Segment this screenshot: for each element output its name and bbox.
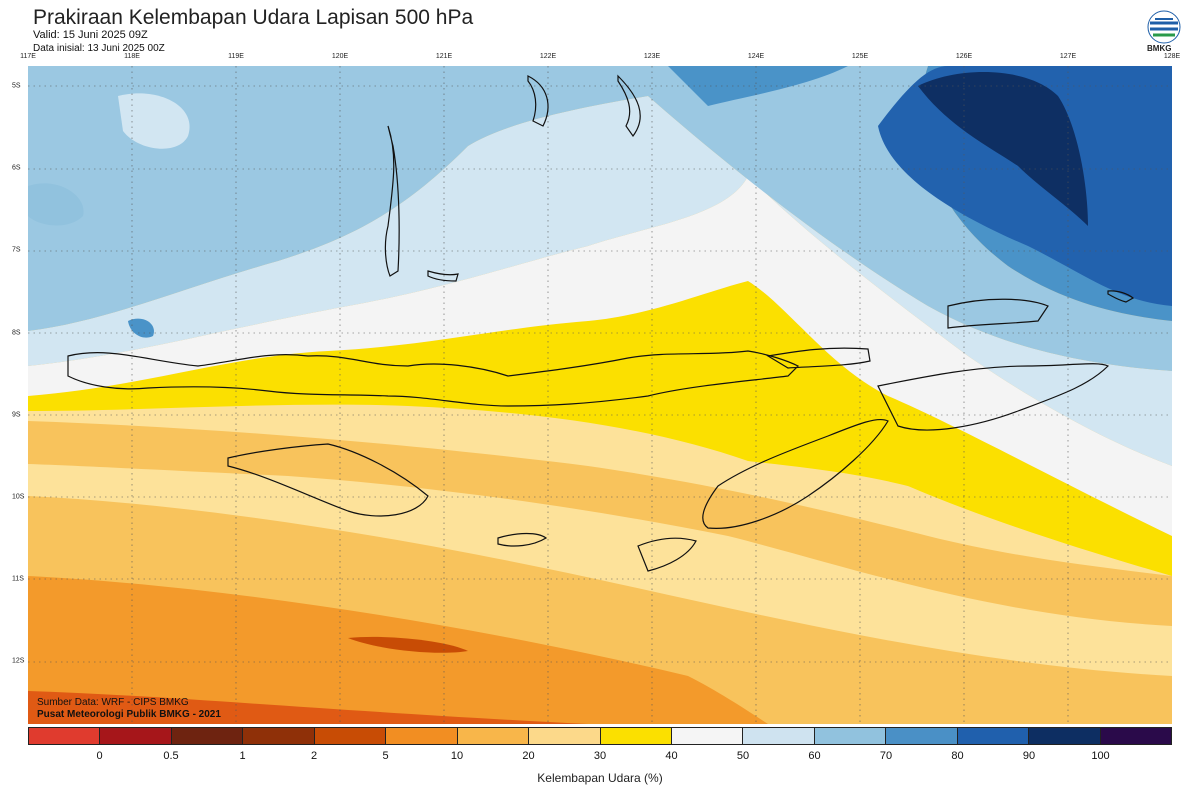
humidity-patch-blue xyxy=(128,318,154,338)
colorbar-label: 0.5 xyxy=(163,750,179,762)
colorbar-label: 20 xyxy=(522,750,535,762)
lat-label: 9S xyxy=(12,411,21,419)
humidity-band-pale-1 xyxy=(28,464,1172,676)
lon-label: 120E xyxy=(331,53,349,60)
humidity-patch-pale xyxy=(118,93,190,149)
colorbar-segment xyxy=(886,728,958,744)
colorbar-label: 10 xyxy=(450,750,464,762)
colorbar-label: 90 xyxy=(1022,750,1036,762)
humidity-band-blue-2 xyxy=(668,66,848,106)
lon-label: 127E xyxy=(1059,53,1077,60)
colorbar-segment xyxy=(29,728,101,744)
lon-label: 126E xyxy=(955,53,973,60)
island-kabaena xyxy=(527,75,549,127)
logo-text: BMKG xyxy=(1147,44,1172,53)
colorbar-label: 60 xyxy=(808,750,821,762)
humidity-band-white xyxy=(28,176,1172,536)
island-small-1 xyxy=(427,270,459,282)
map-title: Prakiraan Kelembapan Udara Lapisan 500 h… xyxy=(33,6,474,29)
lon-label: 121E xyxy=(435,53,453,60)
colorbar-segment xyxy=(386,728,458,744)
init-time: Data inisial: 13 Juni 2025 00Z xyxy=(33,43,165,54)
humidity-band-yellow xyxy=(28,281,1172,576)
lat-label: 5S xyxy=(12,82,21,90)
colorbar-label: 50 xyxy=(736,750,750,762)
island-tanimbar xyxy=(947,298,1049,329)
humidity-band-pale-blue xyxy=(28,96,1172,466)
colorbar-label: 5 xyxy=(382,750,389,762)
colorbar-segment xyxy=(171,728,244,744)
humidity-band-dark-blue xyxy=(878,66,1172,306)
colorbar-title: Kelembapan Udara (%) xyxy=(537,771,663,785)
colorbar-segment xyxy=(1029,728,1101,744)
lon-label: 124E xyxy=(747,53,765,60)
lat-label: 10S xyxy=(12,493,25,501)
colorbar-label: 0 xyxy=(96,750,103,762)
lon-label: 122E xyxy=(539,53,557,60)
lon-label: 119E xyxy=(228,53,244,60)
valid-time: Valid: 15 Juni 2025 09Z xyxy=(33,29,148,41)
lat-label: 6S xyxy=(12,164,21,172)
colorbar-segment xyxy=(600,728,672,744)
colorbar-label: 40 xyxy=(665,750,678,762)
island-sumbawa-lombok xyxy=(67,350,800,407)
lon-label: 117E xyxy=(20,53,36,60)
source-line-1: Sumber Data: WRF - CIPS BMKG xyxy=(37,697,189,708)
island-sumba xyxy=(227,443,429,517)
colorbar-segment xyxy=(100,728,172,744)
island-flores xyxy=(766,347,871,369)
lon-label: 128E xyxy=(1163,53,1181,60)
island-sulawesi-south xyxy=(384,125,400,277)
island-rote xyxy=(637,537,697,572)
humidity-patch-mid xyxy=(28,183,84,226)
humidity-streak xyxy=(348,636,468,653)
colorbar-segment xyxy=(1100,728,1171,744)
source-line-2: Pusat Meteorologi Publik BMKG - 2021 xyxy=(37,709,221,720)
humidity-map xyxy=(28,66,1172,724)
humidity-band-navy xyxy=(918,72,1088,226)
colorbar-segment xyxy=(957,728,1030,744)
humidity-band-pale-2 xyxy=(28,395,1172,576)
bmkg-logo-icon xyxy=(1147,10,1181,44)
colorbar-label: 2 xyxy=(310,750,318,762)
colorbar-label: 80 xyxy=(951,750,964,762)
lat-label: 7S xyxy=(12,246,21,254)
island-sawu xyxy=(497,532,548,547)
coastlines xyxy=(67,74,1135,572)
island-small-2 xyxy=(1107,290,1135,303)
data-source: Sumber Data: WRF - CIPS BMKG Pusat Meteo… xyxy=(37,697,221,721)
colorbar-label: 70 xyxy=(879,750,893,762)
humidity-band-darkest xyxy=(28,691,588,724)
colorbar-label: 30 xyxy=(593,750,607,762)
colorbar xyxy=(28,727,1172,745)
humidity-band-light-blue-east xyxy=(648,66,1172,371)
colorbar-segment xyxy=(743,728,815,744)
lon-label: 118E xyxy=(124,53,140,60)
colorbar-segment xyxy=(814,728,887,744)
colorbar-segment xyxy=(671,728,744,744)
island-selayar xyxy=(617,74,641,138)
lat-label: 8S xyxy=(12,329,21,337)
colorbar-label: 100 xyxy=(1091,750,1110,762)
map-grid xyxy=(28,66,1172,724)
colorbar-label: 1 xyxy=(239,750,246,762)
humidity-band-deep-orange xyxy=(28,576,768,724)
island-timor xyxy=(702,418,889,529)
lat-label: 11S xyxy=(12,575,24,583)
colorbar-segment xyxy=(457,728,530,744)
lon-label: 123E xyxy=(643,53,661,60)
island-alor-wetar xyxy=(877,363,1110,431)
lat-label: 12S xyxy=(12,657,25,665)
colorbar-segment xyxy=(529,728,601,744)
lon-label: 125E xyxy=(851,53,869,60)
colorbar-segment xyxy=(243,728,315,744)
colorbar-segment xyxy=(314,728,387,744)
